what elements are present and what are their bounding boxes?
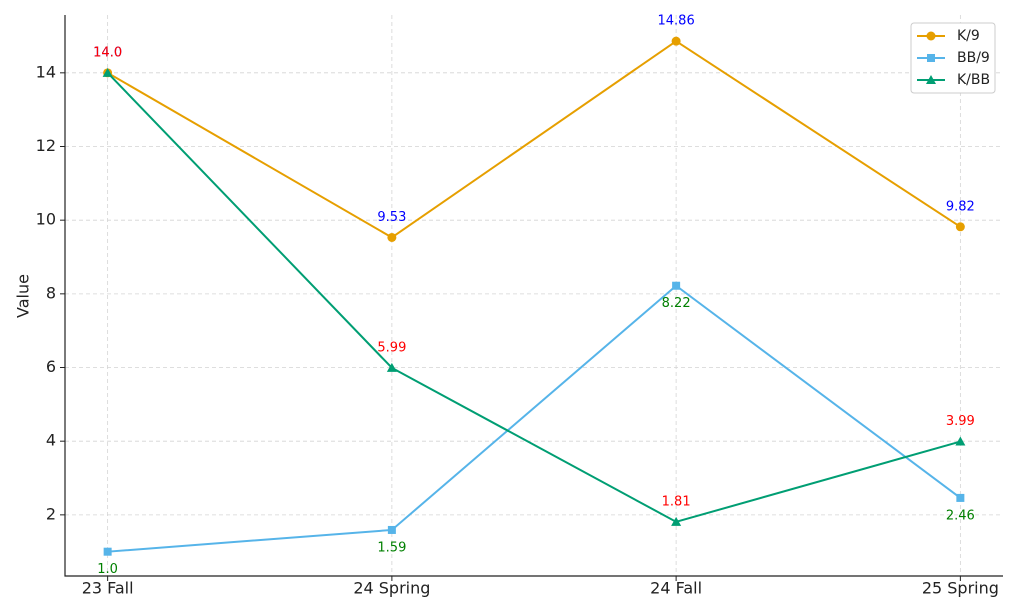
axes <box>64 15 1003 577</box>
legend-box <box>910 22 996 94</box>
marker <box>102 67 113 77</box>
value-label: 2.46 <box>946 508 975 523</box>
value-label: 9.53 <box>377 210 406 225</box>
marker <box>956 493 965 502</box>
y-tick-label: 14 <box>36 62 56 81</box>
marker <box>955 436 966 446</box>
marker <box>927 54 935 62</box>
series-line <box>107 39 961 239</box>
value-label: 8.22 <box>662 296 691 311</box>
y-tick-label: 2 <box>46 504 56 523</box>
y-tick-label: 8 <box>46 283 56 302</box>
y-tick-label: 4 <box>46 431 56 450</box>
legend-label: K/9 <box>957 28 980 44</box>
marker <box>955 222 965 232</box>
x-tick-label: 23 Fall <box>82 579 134 598</box>
marker <box>386 362 397 372</box>
value-label: 14.86 <box>658 14 695 29</box>
y-tick-label: 6 <box>46 357 56 376</box>
x-tick-label: 25 Spring <box>922 579 999 598</box>
value-label: 14.0 <box>93 45 122 60</box>
value-label: 1.81 <box>662 494 691 509</box>
y-tick-label: 12 <box>36 136 56 155</box>
marker <box>926 75 936 84</box>
marker <box>926 31 936 41</box>
series-line <box>107 284 961 553</box>
legend: K/9 BB/9 K/BB <box>910 22 996 94</box>
value-label: 1.0 <box>97 562 118 577</box>
x-tick-label: 24 Spring <box>353 579 430 598</box>
x-tick-label: 24 Fall <box>650 579 702 598</box>
series-line <box>106 72 961 523</box>
marker <box>387 525 396 534</box>
legend-label: K/BB <box>957 72 990 88</box>
value-label: 5.99 <box>377 340 406 355</box>
marker <box>103 547 112 556</box>
value-label: 9.82 <box>946 199 975 214</box>
y-tick-label: 10 <box>36 210 56 229</box>
legend-label: BB/9 <box>957 50 990 66</box>
value-label: 3.99 <box>946 414 975 429</box>
marker <box>672 281 681 290</box>
value-label: 14.0 <box>93 45 122 60</box>
marker <box>671 516 682 526</box>
marker <box>387 232 397 242</box>
value-label: 1.59 <box>377 540 406 555</box>
marker <box>671 36 681 46</box>
y-axis-label: Value <box>14 274 33 318</box>
